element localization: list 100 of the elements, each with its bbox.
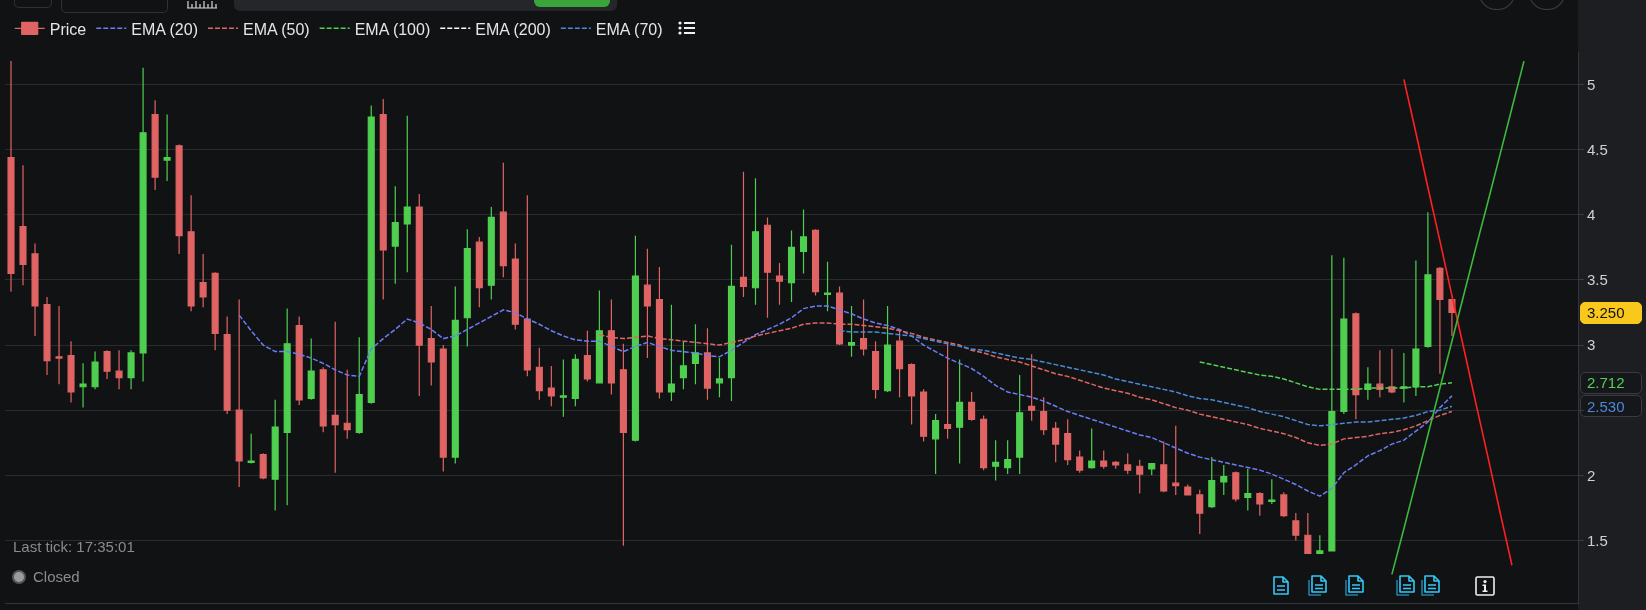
candlestick: [703, 327, 711, 401]
candlestick: [319, 366, 327, 433]
candlestick: [1088, 427, 1096, 470]
candlestick: [667, 304, 675, 402]
y-tick-label: 3.250: [1587, 303, 1625, 321]
candlestick: [1016, 374, 1024, 475]
candlestick: [775, 262, 784, 306]
candlestick: [187, 194, 195, 312]
candlestick: [727, 244, 735, 402]
candlestick: [595, 289, 603, 384]
candlestick: [1160, 440, 1168, 493]
candlestick: [91, 351, 99, 390]
y-tick-label: 4.5: [1587, 140, 1608, 158]
legend-label: EMA (70): [595, 20, 663, 38]
candlestick: [487, 206, 495, 301]
candlestick: [1148, 463, 1156, 476]
candlestick: [547, 365, 555, 407]
candlestick: [1304, 512, 1312, 555]
y-tick-label: 1.5: [1587, 531, 1608, 549]
candlestick: [475, 236, 483, 308]
candlestick: [715, 357, 723, 398]
candlestick: [199, 253, 207, 308]
candlestick: [271, 399, 279, 512]
candlestick: [1208, 456, 1216, 509]
candlestick: [872, 340, 880, 400]
candlestick: [151, 99, 159, 191]
candlestick: [980, 414, 988, 471]
candlestick: [307, 337, 315, 401]
candlestick: [619, 343, 627, 547]
legend-label: EMA (100): [354, 20, 431, 38]
candlestick: [139, 67, 147, 383]
candlestick: [379, 98, 387, 301]
candlestick: [247, 433, 255, 465]
candlestick: [751, 177, 760, 306]
candlestick: [211, 271, 219, 351]
candlestick: [1172, 425, 1180, 496]
candlestick: [1436, 266, 1444, 375]
candlestick: [1052, 421, 1060, 463]
candlestick: [1292, 512, 1300, 542]
candlestick: [415, 193, 423, 397]
candlestick: [55, 305, 63, 385]
candlestick: [43, 296, 51, 376]
candlestick: [235, 298, 243, 488]
y-tick-label: 2.530: [1587, 397, 1625, 415]
candlestick: [968, 391, 976, 422]
candlestick: [1040, 396, 1048, 436]
candlestick: [331, 321, 339, 474]
candlestick: [956, 358, 964, 465]
candlestick: [343, 369, 351, 440]
candlestick: [499, 162, 507, 278]
candlestick: [679, 340, 687, 390]
candlestick: [823, 261, 832, 312]
annotation: Last tick: 17:35:01: [13, 538, 135, 555]
candlestick: [1004, 439, 1012, 475]
candlestick: [223, 315, 231, 415]
legend-label: EMA (200): [475, 20, 551, 38]
candlestick: [451, 285, 459, 465]
candlestick: [1424, 211, 1432, 349]
candlestick: [115, 349, 123, 390]
candlestick: [1028, 353, 1036, 422]
candlestick: [67, 340, 75, 403]
line-series: [238, 305, 1453, 497]
candlestick: [1268, 478, 1276, 505]
candlestick: [283, 308, 291, 506]
candlestick: [559, 358, 567, 418]
y-tick-label: 4: [1587, 206, 1596, 224]
candlestick: [1184, 483, 1192, 496]
candlestick: [1280, 491, 1288, 518]
candlestick: [19, 164, 27, 286]
candlestick: [427, 305, 435, 387]
y-tick-label: 2.712: [1587, 373, 1625, 391]
y-tick-label: 5: [1587, 75, 1596, 93]
candlestick: [1124, 452, 1132, 475]
line-series: [1403, 78, 1513, 567]
candlestick: [175, 143, 183, 255]
legend-label: EMA (50): [242, 20, 310, 38]
candlestick: [631, 235, 639, 443]
candlestick: [439, 344, 447, 473]
candlestick: [739, 171, 748, 298]
candlestick: [355, 336, 363, 435]
candlestick: [511, 242, 519, 331]
candlestick: [31, 242, 39, 337]
candlestick: [1196, 489, 1204, 535]
candlestick: [1244, 468, 1252, 512]
candlestick: [799, 209, 808, 275]
candlestick: [1256, 491, 1264, 517]
candlestick: [367, 104, 375, 405]
candlestick: [787, 229, 796, 303]
candlestick: [932, 413, 940, 475]
annotation: Closed: [33, 568, 80, 585]
candlestick: [944, 343, 952, 440]
line-series: [1391, 60, 1525, 576]
candlestick: [127, 349, 135, 390]
candlestick: [7, 60, 15, 293]
candlestick: [1112, 460, 1120, 470]
candlestick: [1100, 450, 1108, 470]
candlestick: [583, 330, 591, 383]
candlestick: [259, 452, 267, 480]
candlestick: [1064, 418, 1072, 466]
line-series: [838, 330, 1453, 427]
